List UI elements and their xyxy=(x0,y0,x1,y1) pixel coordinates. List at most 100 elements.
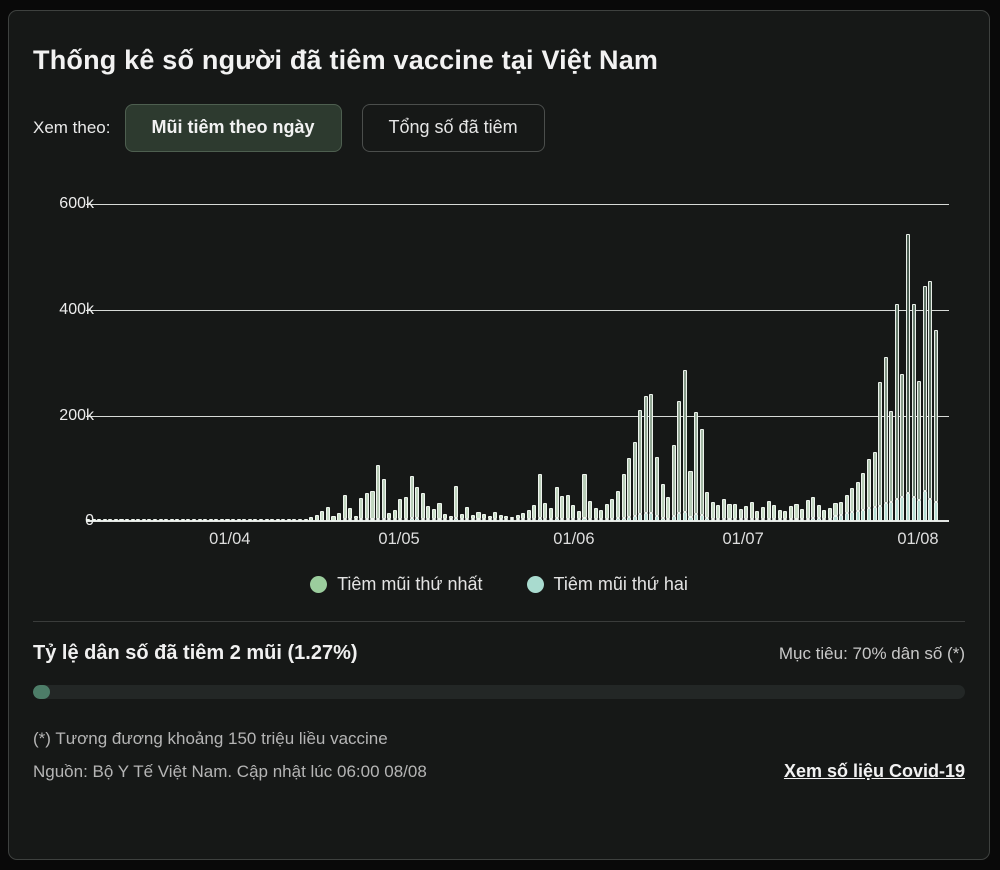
bar[interactable] xyxy=(816,505,821,521)
bar[interactable] xyxy=(292,518,297,521)
bar[interactable] xyxy=(727,503,732,521)
bar[interactable] xyxy=(705,491,710,521)
bar[interactable] xyxy=(203,518,208,521)
bar[interactable] xyxy=(337,513,342,521)
bar[interactable] xyxy=(297,518,303,521)
bar[interactable] xyxy=(883,356,888,521)
bar[interactable] xyxy=(543,502,548,521)
bar[interactable] xyxy=(627,458,632,521)
bar[interactable] xyxy=(755,510,760,521)
bar[interactable] xyxy=(593,508,598,521)
bar[interactable] xyxy=(281,518,286,521)
bar[interactable] xyxy=(822,510,827,521)
bar[interactable] xyxy=(721,498,726,521)
bar[interactable] xyxy=(448,516,453,521)
bar[interactable] xyxy=(130,518,135,521)
bar[interactable] xyxy=(415,487,420,521)
bar[interactable] xyxy=(526,510,531,521)
bar[interactable] xyxy=(621,473,626,521)
bar[interactable] xyxy=(894,304,899,521)
bar[interactable] xyxy=(548,508,554,521)
bar[interactable] xyxy=(760,506,766,521)
bar[interactable] xyxy=(677,400,682,521)
bar[interactable] xyxy=(833,502,838,521)
bar[interactable] xyxy=(688,470,693,521)
bar[interactable] xyxy=(387,512,392,521)
bar[interactable] xyxy=(303,518,308,521)
bar[interactable] xyxy=(710,502,715,521)
bar[interactable] xyxy=(493,512,498,521)
bar[interactable] xyxy=(788,506,793,521)
bar[interactable] xyxy=(900,373,905,521)
bar[interactable] xyxy=(164,518,169,521)
bar[interactable] xyxy=(465,507,470,521)
bar[interactable] xyxy=(420,493,425,521)
bar[interactable] xyxy=(654,457,660,521)
bar[interactable] xyxy=(152,518,158,521)
bar[interactable] xyxy=(565,495,570,521)
bar[interactable] xyxy=(353,516,358,521)
bar[interactable] xyxy=(286,518,291,521)
bar[interactable] xyxy=(454,485,459,521)
bar[interactable] xyxy=(231,518,236,521)
bar[interactable] xyxy=(917,380,922,521)
bar[interactable] xyxy=(671,444,676,521)
bar[interactable] xyxy=(922,286,927,521)
bar[interactable] xyxy=(839,501,844,521)
bar[interactable] xyxy=(309,517,314,521)
bar[interactable] xyxy=(119,518,124,521)
bar[interactable] xyxy=(186,518,191,521)
bar[interactable] xyxy=(749,502,754,521)
bar[interactable] xyxy=(141,518,146,521)
bar[interactable] xyxy=(878,382,883,521)
bar[interactable] xyxy=(643,395,648,521)
tab-total-doses[interactable]: Tổng số đã tiêm xyxy=(361,104,545,152)
bar[interactable] xyxy=(666,496,671,521)
bar[interactable] xyxy=(158,518,163,521)
bar[interactable] xyxy=(409,475,414,521)
bar[interactable] xyxy=(97,518,102,521)
bar[interactable] xyxy=(660,484,665,521)
bar[interactable] xyxy=(208,518,213,521)
bar[interactable] xyxy=(521,513,526,521)
bar[interactable] xyxy=(615,491,620,521)
bar[interactable] xyxy=(588,500,593,521)
bar[interactable] xyxy=(560,496,565,521)
bar[interactable] xyxy=(325,506,330,521)
bar[interactable] xyxy=(509,516,515,521)
bar[interactable] xyxy=(348,508,353,521)
bar[interactable] xyxy=(933,329,938,521)
bar[interactable] xyxy=(426,505,431,521)
bar[interactable] xyxy=(794,503,799,521)
bar[interactable] xyxy=(744,505,749,521)
bar[interactable] xyxy=(253,518,258,521)
bar[interactable] xyxy=(638,410,643,521)
bar[interactable] xyxy=(498,514,503,521)
bar[interactable] xyxy=(571,504,576,521)
bar[interactable] xyxy=(766,500,771,521)
bar[interactable] xyxy=(364,492,369,521)
bar[interactable] xyxy=(872,452,877,521)
bar[interactable] xyxy=(604,503,609,521)
tab-daily-doses[interactable]: Mũi tiêm theo ngày xyxy=(124,104,342,152)
bar[interactable] xyxy=(928,281,933,521)
bar[interactable] xyxy=(827,508,832,521)
bar[interactable] xyxy=(169,518,174,521)
bar[interactable] xyxy=(905,233,911,521)
bar[interactable] xyxy=(554,487,559,521)
bar[interactable] xyxy=(86,518,91,521)
bar[interactable] xyxy=(431,508,436,521)
bar[interactable] xyxy=(403,497,409,521)
bar[interactable] xyxy=(504,516,509,521)
bar[interactable] xyxy=(805,499,810,521)
bar[interactable] xyxy=(242,518,247,521)
bar[interactable] xyxy=(275,518,280,521)
bar[interactable] xyxy=(783,511,788,521)
bar[interactable] xyxy=(716,505,721,521)
bar[interactable] xyxy=(649,394,654,521)
bar[interactable] xyxy=(398,498,403,521)
bar[interactable] xyxy=(459,513,464,521)
bar[interactable] xyxy=(911,304,916,521)
bar[interactable] xyxy=(191,518,197,521)
bar[interactable] xyxy=(537,473,542,521)
